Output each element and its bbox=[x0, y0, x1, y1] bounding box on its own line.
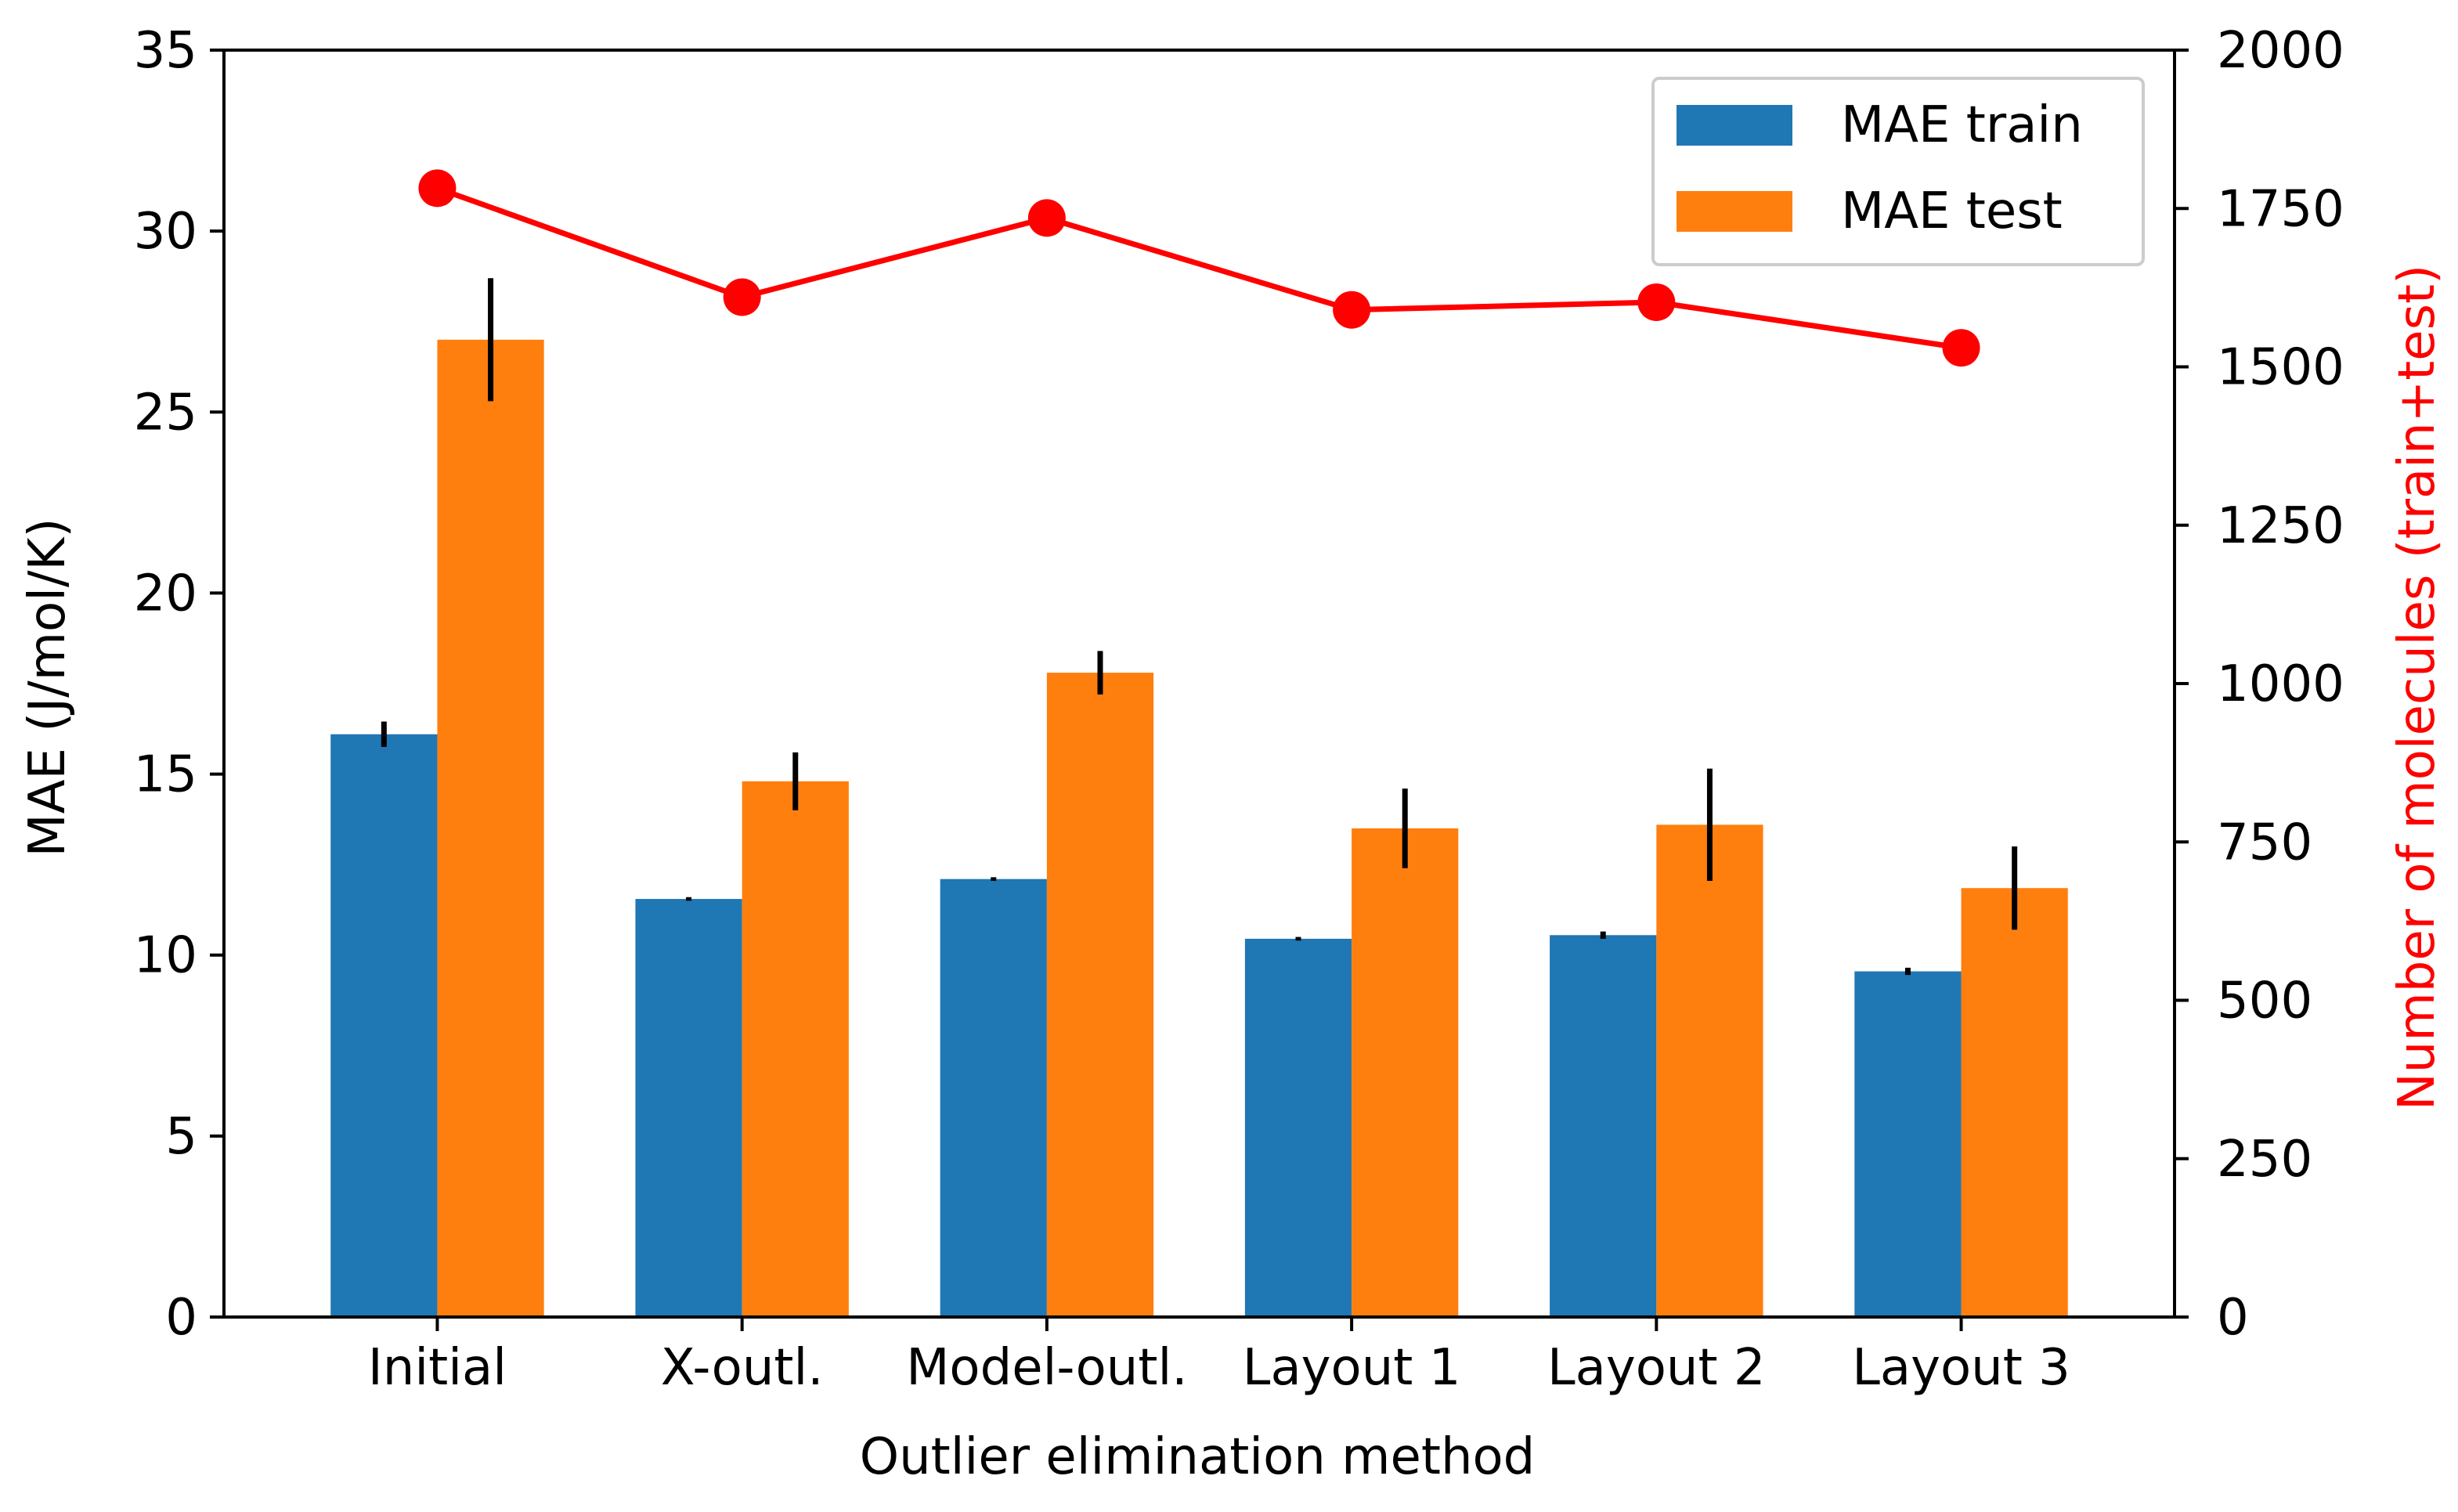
x-tick-label-3: Layout 1 bbox=[1243, 1339, 1461, 1397]
x-tick-label-2: Model-outl. bbox=[906, 1339, 1187, 1397]
y-axis-label: MAE (J/mol/K) bbox=[19, 518, 77, 857]
legend-swatch-test bbox=[1677, 191, 1792, 232]
bar-test-4 bbox=[1656, 825, 1763, 1317]
molecule-count-point-3 bbox=[1333, 290, 1371, 329]
molecule-count-line bbox=[436, 186, 1962, 351]
bar-train-3 bbox=[1244, 938, 1352, 1317]
y-tick-label-5: 5 bbox=[165, 1108, 197, 1166]
bar-test-2 bbox=[1046, 673, 1154, 1317]
molecule-count-point-0 bbox=[418, 169, 457, 207]
y2-tick-label-0: 0 bbox=[2217, 1289, 2249, 1347]
legend: MAE train MAE test bbox=[1651, 77, 2145, 266]
x-axis-label: Outlier elimination method bbox=[860, 1428, 1536, 1486]
legend-swatch-train bbox=[1677, 105, 1792, 146]
bar-test-5 bbox=[1961, 888, 2068, 1317]
y2-tick-label-250: 250 bbox=[2217, 1131, 2312, 1189]
train-bars-group bbox=[330, 734, 1962, 1317]
bar-train-4 bbox=[1550, 935, 1657, 1317]
y-tick-label-15: 15 bbox=[134, 746, 197, 804]
molecule-count-point-5 bbox=[1942, 329, 1980, 367]
y2-tick-label-750: 750 bbox=[2217, 814, 2312, 871]
bar-train-0 bbox=[330, 734, 438, 1317]
x-tick-label-4: Layout 2 bbox=[1547, 1339, 1766, 1397]
bar-test-0 bbox=[437, 339, 544, 1317]
y-tick-label-30: 30 bbox=[134, 203, 197, 261]
y2-tick-label-2000: 2000 bbox=[2217, 22, 2344, 80]
y-tick-label-35: 35 bbox=[134, 22, 197, 80]
y2-tick-label-500: 500 bbox=[2217, 973, 2312, 1030]
y2-tick-label-1250: 1250 bbox=[2217, 497, 2344, 555]
test-bars-group bbox=[437, 339, 2068, 1317]
bar-train-2 bbox=[940, 879, 1047, 1317]
y2-axis-label: Number of molecules (train+test) bbox=[2388, 265, 2446, 1110]
legend-label-train: MAE train bbox=[1841, 96, 2083, 154]
y2-tick-label-1000: 1000 bbox=[2217, 655, 2344, 713]
ticks-group: 0 5 10 15 20 25 30 35 0 250 500 750 1000 1250 1500 1750… bbox=[134, 22, 2344, 1397]
y-tick-label-0: 0 bbox=[165, 1289, 197, 1347]
molecule-count-point-2 bbox=[1027, 199, 1066, 237]
x-tick-label-5: Layout 3 bbox=[1852, 1339, 2070, 1397]
error-bars-group bbox=[381, 278, 2018, 976]
legend-label-test: MAE test bbox=[1841, 182, 2063, 240]
bar-test-3 bbox=[1352, 828, 1459, 1317]
molecule-count-point-4 bbox=[1637, 283, 1676, 321]
y-tick-label-10: 10 bbox=[134, 927, 197, 985]
bar-train-5 bbox=[1854, 971, 1962, 1317]
x-tick-label-0: Initial bbox=[368, 1339, 507, 1397]
y-tick-label-20: 20 bbox=[134, 565, 197, 622]
x-tick-label-1: X-outl. bbox=[661, 1339, 824, 1397]
bar-test-1 bbox=[742, 781, 849, 1317]
y2-tick-label-1500: 1500 bbox=[2217, 339, 2344, 397]
bar-train-1 bbox=[635, 899, 742, 1317]
y-tick-label-25: 25 bbox=[134, 384, 197, 442]
molecule-count-line-group bbox=[418, 169, 1980, 367]
molecule-count-point-1 bbox=[723, 278, 761, 316]
y2-tick-label-1750: 1750 bbox=[2217, 180, 2344, 238]
